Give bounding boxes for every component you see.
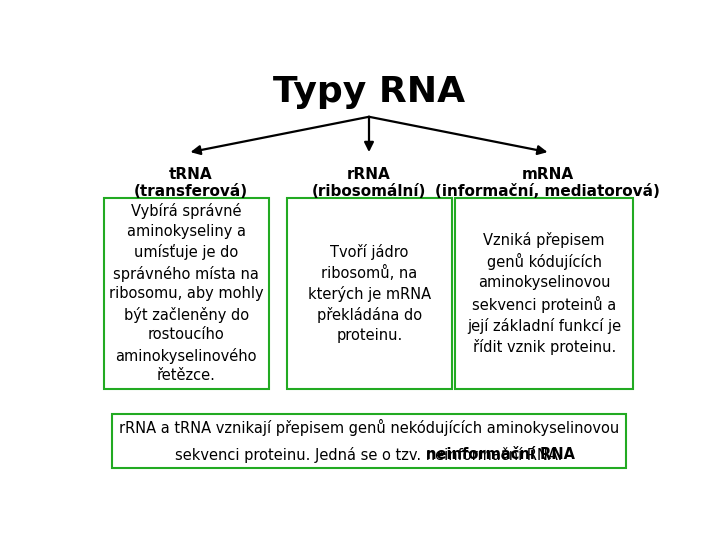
Text: tRNA
(transferová): tRNA (transferová) xyxy=(133,167,248,199)
Bar xyxy=(456,198,633,389)
Text: Vybírá správné
aminokyseliny a
umísťuje je do
správného místa na
ribosomu, aby m: Vybírá správné aminokyseliny a umísťuje … xyxy=(109,204,264,383)
Text: rRNA
(ribosomální): rRNA (ribosomální) xyxy=(312,167,426,199)
Text: neinformační RNA: neinformační RNA xyxy=(426,447,575,462)
Bar xyxy=(104,198,269,389)
Text: mRNA
(informační, mediatorová): mRNA (informační, mediatorová) xyxy=(435,167,660,199)
Text: sekvenci proteinu. Jedná se o tzv. neinformační RNA.: sekvenci proteinu. Jedná se o tzv. neinf… xyxy=(175,447,563,463)
Text: Typy RNA: Typy RNA xyxy=(273,75,465,109)
Text: Tvoří jádro
ribosomů, na
kterých je mRNA
překládána do
proteinu.: Tvoří jádro ribosomů, na kterých je mRNA… xyxy=(307,244,431,343)
Text: Vzniká přepisem
genů kódujících
aminokyselinovou
sekvenci proteinů a
její základ: Vzniká přepisem genů kódujících aminokys… xyxy=(467,232,621,355)
Bar xyxy=(287,198,451,389)
Text: rRNA a tRNA vznikají přepisem genů nekódujících aminokyselinovou: rRNA a tRNA vznikají přepisem genů nekód… xyxy=(119,419,619,436)
Bar xyxy=(112,414,626,468)
